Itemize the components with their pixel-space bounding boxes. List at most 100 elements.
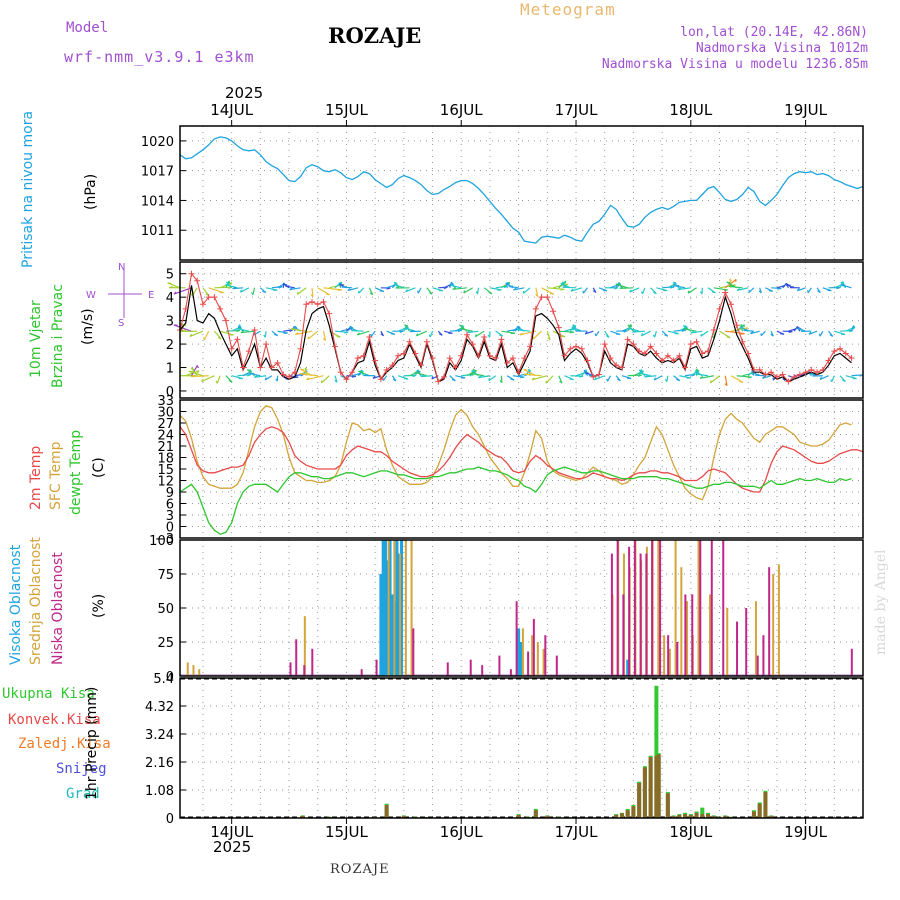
wind-gust-marker (567, 345, 574, 352)
cloud-mid-bar (668, 648, 671, 676)
wind-arrow (189, 330, 204, 337)
wind-arrow (311, 287, 314, 297)
wind-arrow-head (632, 330, 637, 333)
wind-arrow-head (840, 281, 845, 285)
wind-arrow-head (499, 380, 503, 384)
precip-conv-bar (665, 793, 670, 818)
wind-arrow (252, 330, 261, 336)
temp-tick-label: 9 (166, 486, 174, 501)
compass-north-label: N (118, 262, 125, 273)
wind-gust-marker (814, 369, 821, 376)
wind-arrow (264, 331, 267, 338)
wind-arrow-head (516, 326, 521, 329)
wind-arrow-head (474, 369, 477, 373)
wind-arrow (382, 375, 388, 381)
wind-arrow-head (351, 329, 356, 332)
wind-gust-marker (791, 373, 798, 380)
wind-arrow-head (852, 325, 856, 329)
cloud-mid-bar (410, 540, 413, 676)
wind-arrow (629, 287, 640, 293)
wind-arrow-head (687, 290, 690, 294)
cloud-low-bar (481, 665, 484, 676)
wind-gust-marker (418, 362, 425, 369)
temp-sfc-line (179, 405, 852, 501)
cloud-low-bar (651, 540, 654, 676)
wind-arrow-head (190, 367, 195, 371)
precip-tick-label: 2.16 (145, 756, 174, 771)
wind-arrow-head (762, 375, 766, 379)
wind-arrow (558, 375, 563, 384)
wind-arrow-head (627, 324, 632, 328)
wind-arrow (725, 330, 745, 335)
wind-gust-marker (607, 355, 614, 362)
wind-arrow-head (247, 369, 251, 372)
temp-tick-label: 21 (157, 440, 174, 455)
wind-arrow-head (344, 331, 349, 334)
wind-gust-marker (446, 355, 453, 362)
wind-mean-line (179, 285, 852, 383)
wind-gust-marker (291, 369, 298, 376)
temp-tick-label: 24 (157, 429, 174, 444)
pressure-tick-label: 1020 (141, 135, 174, 150)
day-label-top: 19JUL (784, 101, 827, 119)
wind-arrow (203, 330, 210, 341)
cloud-tick-label: 25 (157, 636, 174, 651)
precip-conv-bar (619, 813, 624, 818)
wind-gust-marker (653, 350, 660, 357)
wind-arrow-head (652, 291, 657, 295)
wind-arrow-head (694, 370, 699, 373)
wind-arrow (254, 375, 267, 378)
wind-arrow-head (812, 374, 817, 377)
cloud-mid-bar (192, 665, 195, 676)
wind-arrow (797, 287, 806, 292)
wind-gust-marker (750, 366, 757, 373)
wind-arrow (420, 375, 433, 378)
cloud-low-bar (311, 648, 314, 676)
wind-arrow-head (404, 324, 408, 327)
wind-arrow-head (711, 291, 716, 294)
coords-label: lon,lat (20.14E, 42.86N) (680, 25, 868, 40)
wind-arrow-head (180, 329, 184, 333)
wind-arrow-head (535, 293, 539, 297)
wind-arrow (323, 287, 342, 291)
wind-arrow-head (549, 292, 554, 295)
wind-arrow (264, 375, 273, 381)
wind-arrow-head (726, 281, 731, 284)
cloud-mid-bar (531, 635, 534, 676)
wind-arrow (632, 330, 645, 333)
wind-arrow-head (451, 378, 456, 382)
wind-arrow-head (236, 329, 241, 333)
precip-conv-bar (516, 814, 521, 818)
wind-gust-marker (624, 336, 631, 343)
wind-gust-marker (618, 364, 625, 371)
wind-gust-marker (613, 362, 620, 369)
wind-gust-marker (848, 355, 855, 362)
wind-arrow (513, 287, 525, 291)
cloud-mid-bar (521, 628, 524, 676)
wind-gust-marker (636, 348, 643, 355)
cloud-tick-label: 100 (149, 534, 174, 549)
cloud-low-bar (555, 655, 558, 676)
wind-gust-marker (739, 338, 746, 345)
wind-arrow (595, 330, 600, 337)
wind-arrow-head (584, 331, 588, 335)
wind-arrow (306, 375, 324, 381)
wind-gust-marker (412, 350, 419, 357)
wind-arrow-head (836, 286, 841, 290)
panel-frame-precip (179, 677, 864, 819)
day-label-top: 16JUL (440, 101, 483, 119)
wind-arrow (216, 375, 221, 384)
wind-arrow-head (729, 278, 733, 282)
cloud-low-bar (736, 621, 739, 676)
wind-arrow-head (692, 373, 696, 377)
meteogram-title: Meteogram (520, 0, 616, 19)
precip-conv-bar (694, 812, 699, 818)
wind-arrow (808, 330, 818, 335)
wind-arrow (562, 286, 577, 289)
wind-gust-marker (349, 369, 356, 376)
wind-arrow-head (349, 326, 354, 329)
wind-gust-marker (561, 352, 568, 359)
pressure-tick-label: 1017 (141, 165, 174, 180)
wind-arrow (594, 375, 605, 381)
wind-gust-marker (733, 322, 740, 329)
